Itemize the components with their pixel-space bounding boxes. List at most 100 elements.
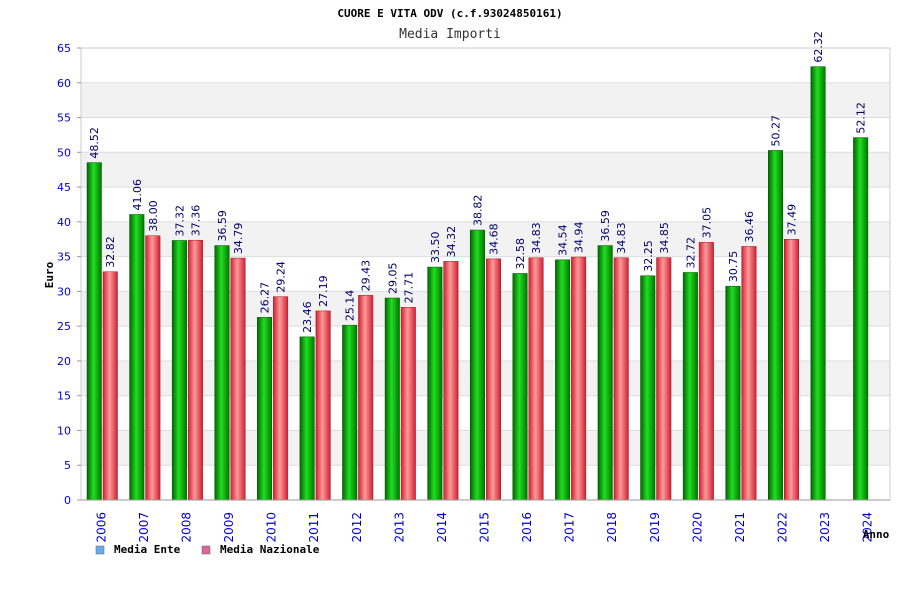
legend-swatch-media-ente [95, 545, 105, 555]
grid-band [81, 152, 890, 188]
legend-label-media-nazionale: Media Nazionale [220, 543, 320, 556]
value-label-media-ente: 32.72 [684, 237, 697, 269]
value-label-media-nazionale: 34.32 [445, 226, 458, 258]
bar-media-ente [512, 273, 528, 501]
y-tick-label: 15 [57, 390, 71, 403]
bar-media-nazionale [613, 257, 629, 501]
value-label-media-nazionale: 29.43 [360, 260, 373, 292]
x-tick-label: 2015 [478, 512, 492, 543]
value-label-media-nazionale: 37.05 [700, 207, 713, 239]
value-label-media-nazionale: 27.19 [317, 275, 330, 307]
legend: Media Ente Media Nazionale [95, 543, 320, 556]
value-label-media-nazionale: 34.83 [615, 222, 628, 254]
y-tick-label: 45 [57, 181, 71, 194]
y-tick-label: 55 [57, 112, 71, 125]
x-tick-label: 2019 [648, 512, 662, 543]
y-tick-label: 0 [64, 494, 71, 507]
x-tick-label: 2012 [350, 512, 364, 543]
grid-band [81, 117, 890, 153]
value-label-media-ente: 41.06 [131, 179, 144, 211]
x-tick-label: 2008 [179, 512, 193, 543]
chart-title: CUORE E VITA ODV (c.f.93024850161) [337, 7, 562, 20]
y-axis-label: Euro [43, 261, 56, 288]
y-tick-label: 40 [57, 216, 71, 229]
bar-media-nazionale [145, 235, 161, 501]
bar-media-ente [640, 275, 656, 501]
y-tick-label: 65 [57, 42, 71, 55]
value-label-media-nazionale: 32.82 [104, 236, 117, 268]
y-tick-label: 60 [57, 77, 71, 90]
bar-media-ente [299, 336, 315, 501]
x-tick-label: 2017 [563, 512, 577, 543]
grid-band [81, 187, 890, 222]
bar-media-nazionale [784, 239, 800, 501]
value-label-media-nazionale: 34.83 [530, 222, 543, 254]
value-label-media-nazionale: 34.79 [232, 223, 245, 255]
value-label-media-ente: 62.32 [812, 31, 825, 63]
bar-media-nazionale [741, 246, 757, 501]
value-label-media-ente: 33.50 [429, 232, 442, 264]
y-tick-label: 20 [57, 355, 71, 368]
y-tick-label: 35 [57, 251, 71, 264]
bar-media-nazionale [230, 257, 246, 501]
bar-media-ente [171, 240, 187, 501]
value-label-media-ente: 23.46 [301, 301, 314, 333]
bar-media-ente [384, 297, 400, 501]
legend-label-media-ente: Media Ente [114, 543, 181, 556]
bar-media-ente [682, 272, 698, 501]
value-label-media-nazionale: 36.46 [743, 211, 756, 243]
bar-media-ente [86, 162, 102, 501]
value-label-media-ente: 50.27 [770, 115, 783, 147]
bar-media-nazionale [528, 257, 544, 501]
value-label-media-ente: 48.52 [88, 127, 101, 159]
bar-media-ente [768, 150, 784, 501]
bar-media-nazionale [656, 257, 672, 501]
bar-media-ente [810, 66, 826, 501]
value-label-media-nazionale: 34.85 [658, 222, 671, 254]
x-tick-label: 2013 [392, 512, 406, 543]
bar-media-nazionale [273, 296, 289, 501]
bar-media-ente [853, 137, 869, 501]
bar-media-ente [469, 229, 485, 501]
x-tick-label: 2011 [307, 512, 321, 543]
value-label-media-nazionale: 34.68 [487, 223, 500, 255]
x-tick-label: 2024 [861, 512, 875, 543]
value-label-media-ente: 29.05 [386, 262, 399, 294]
bar-media-nazionale [400, 307, 416, 501]
y-tick-label: 5 [64, 459, 71, 472]
x-tick-label: 2022 [776, 512, 790, 543]
value-label-media-ente: 38.82 [471, 195, 484, 227]
bar-media-ente [129, 214, 145, 501]
x-tick-label: 2018 [605, 512, 619, 543]
value-label-media-ente: 26.27 [259, 282, 272, 314]
value-label-media-nazionale: 38.00 [147, 200, 160, 232]
bar-media-nazionale [485, 258, 501, 501]
value-label-media-ente: 52.12 [855, 102, 868, 134]
bar-media-nazionale [698, 242, 714, 501]
value-label-media-nazionale: 34.94 [573, 222, 586, 254]
x-tick-label: 2010 [265, 512, 279, 543]
y-axis-ticks: 0 5 10 15 20 25 30 35 40 45 50 55 60 65 [57, 42, 81, 507]
grid-band [81, 48, 890, 83]
bars [86, 66, 869, 501]
bar-media-ente [427, 266, 443, 501]
value-label-media-nazionale: 27.71 [402, 272, 415, 304]
bar-media-ente [342, 324, 358, 501]
value-label-media-ente: 32.58 [514, 238, 527, 270]
bar-media-nazionale [315, 310, 331, 501]
value-label-media-ente: 37.32 [173, 205, 186, 237]
chart-subtitle: Media Importi [399, 27, 501, 42]
grid-band [81, 82, 890, 118]
x-axis-ticks: 2006 2007 2008 2009 2010 2011 2012 2013 2014 2015… [81, 499, 890, 543]
bar-media-ente [555, 259, 571, 501]
x-tick-label: 2020 [690, 512, 704, 543]
value-label-media-nazionale: 37.36 [189, 205, 202, 237]
bar-media-ente [214, 245, 230, 501]
x-tick-label: 2021 [733, 512, 747, 543]
x-tick-label: 2016 [520, 512, 534, 543]
value-label-media-ente: 36.59 [599, 210, 612, 242]
value-label-media-ente: 30.75 [727, 251, 740, 283]
legend-swatch-media-nazionale [201, 545, 211, 555]
